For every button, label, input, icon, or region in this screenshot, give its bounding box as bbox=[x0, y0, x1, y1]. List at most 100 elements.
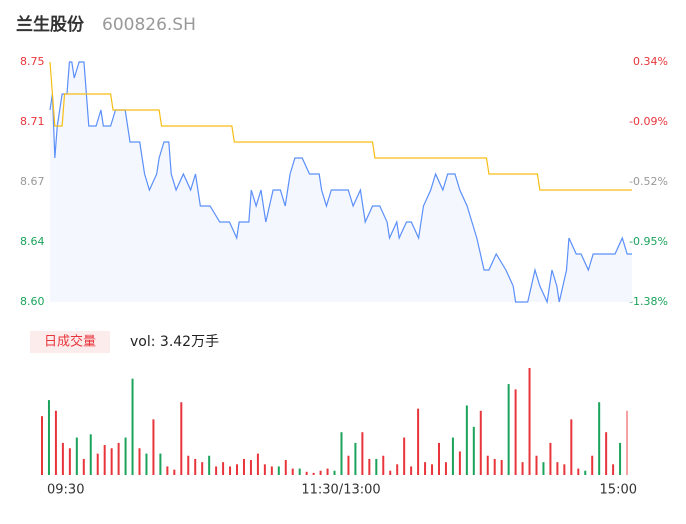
volume-bar bbox=[75, 437, 78, 475]
volume-bar bbox=[417, 408, 420, 475]
volume-label-box bbox=[30, 331, 110, 353]
volume-bar bbox=[96, 453, 99, 475]
volume-bar bbox=[612, 464, 615, 475]
volume-bar bbox=[424, 462, 427, 475]
volume-bar bbox=[159, 453, 162, 475]
volume-bar bbox=[319, 470, 322, 475]
volume-bar bbox=[535, 455, 538, 475]
volume-bar bbox=[152, 419, 155, 475]
volume-bar bbox=[117, 442, 120, 475]
volume-bar bbox=[138, 448, 141, 475]
volume-bar bbox=[242, 458, 245, 475]
volume-bar bbox=[256, 453, 259, 475]
volume-bar bbox=[61, 442, 64, 475]
volume-bar bbox=[605, 432, 608, 475]
volume-bar bbox=[201, 462, 204, 475]
volume-bar bbox=[472, 426, 475, 475]
volume-bar bbox=[619, 442, 622, 475]
volume-bar bbox=[173, 469, 176, 475]
volume-bar bbox=[263, 464, 266, 475]
volume-bar bbox=[563, 464, 566, 475]
y2-tick-label: -0.95% bbox=[629, 235, 668, 248]
volume-bar bbox=[549, 442, 552, 475]
volume-bar bbox=[68, 448, 71, 475]
volume-bar bbox=[82, 458, 85, 475]
volume-bar bbox=[354, 442, 357, 475]
volume-bar bbox=[110, 448, 113, 475]
volume-bar bbox=[437, 442, 440, 475]
volume-label: 日成交量 bbox=[44, 334, 96, 350]
volume-bar bbox=[458, 451, 461, 475]
volume-bar bbox=[528, 368, 531, 475]
x-tick-label: 11:30/13:00 bbox=[301, 483, 380, 498]
volume-bar bbox=[577, 468, 580, 475]
volume-bar bbox=[131, 378, 134, 475]
volume-total: vol: 3.42万手 bbox=[130, 334, 219, 350]
volume-bar bbox=[493, 458, 496, 475]
y2-tick-label: -0.52% bbox=[629, 175, 668, 188]
volume-bar bbox=[194, 458, 197, 475]
volume-bar bbox=[451, 437, 454, 475]
volume-bar bbox=[626, 410, 629, 475]
chart-title: 兰生股份 bbox=[16, 14, 85, 35]
volume-bar bbox=[54, 410, 57, 475]
y-tick-label: 8.67 bbox=[20, 175, 45, 188]
chart-subtitle: 600826.SH bbox=[102, 15, 196, 35]
volume-bar bbox=[124, 437, 127, 475]
volume-bar bbox=[291, 468, 294, 475]
y2-tick-label: 0.34% bbox=[633, 55, 668, 68]
volume-bar bbox=[298, 468, 301, 475]
volume-bar bbox=[486, 455, 489, 475]
y-tick-label: 8.75 bbox=[20, 55, 45, 68]
y2-tick-label: -0.09% bbox=[629, 115, 668, 128]
price-line bbox=[49, 61, 632, 305]
y-tick-label: 8.60 bbox=[20, 295, 45, 308]
volume-bar bbox=[507, 384, 510, 475]
volume-bar bbox=[277, 466, 280, 475]
volume-bar bbox=[403, 437, 406, 475]
volume-bar bbox=[542, 462, 545, 475]
volume-bar bbox=[103, 445, 106, 475]
volume-bar bbox=[410, 466, 413, 475]
volume-bar bbox=[396, 464, 399, 475]
volume-bar bbox=[347, 455, 350, 475]
average-line bbox=[49, 61, 632, 191]
volume-bar bbox=[249, 460, 252, 475]
volume-bar bbox=[312, 472, 315, 475]
volume-bar bbox=[305, 471, 308, 475]
volume-bar bbox=[284, 460, 287, 475]
volume-bar bbox=[521, 462, 524, 475]
y-tick-label: 8.64 bbox=[20, 235, 45, 248]
volume-bar bbox=[514, 389, 517, 475]
volume-bar bbox=[570, 419, 573, 475]
volume-bar bbox=[270, 466, 273, 475]
volume-bar bbox=[500, 460, 503, 475]
volume-bar bbox=[333, 470, 336, 475]
volume-bar bbox=[222, 462, 225, 475]
y-tick-label: 8.71 bbox=[20, 115, 45, 128]
volume-bar bbox=[89, 434, 92, 475]
volume-bar bbox=[145, 453, 148, 475]
volume-bar bbox=[47, 400, 50, 475]
volume-bar bbox=[229, 466, 232, 475]
volume-bar bbox=[465, 405, 468, 475]
volume-bar bbox=[326, 468, 329, 475]
volume-bar bbox=[166, 466, 169, 475]
volume-bar bbox=[591, 455, 594, 475]
volume-bar bbox=[389, 470, 392, 475]
volume-bar bbox=[584, 470, 587, 475]
volume-bar bbox=[382, 455, 385, 475]
volume-bar bbox=[41, 416, 43, 475]
x-tick-label: 09:30 bbox=[47, 483, 84, 498]
volume-bar bbox=[431, 464, 434, 475]
volume-bar bbox=[375, 458, 378, 475]
x-tick-label: 15:00 bbox=[600, 483, 637, 498]
volume-bar bbox=[444, 462, 447, 475]
volume-bar bbox=[598, 402, 601, 475]
volume-bar bbox=[368, 458, 371, 475]
volume-bar bbox=[556, 462, 559, 475]
volume-bar bbox=[215, 466, 218, 475]
volume-bar bbox=[236, 464, 239, 475]
volume-bar bbox=[208, 455, 211, 475]
